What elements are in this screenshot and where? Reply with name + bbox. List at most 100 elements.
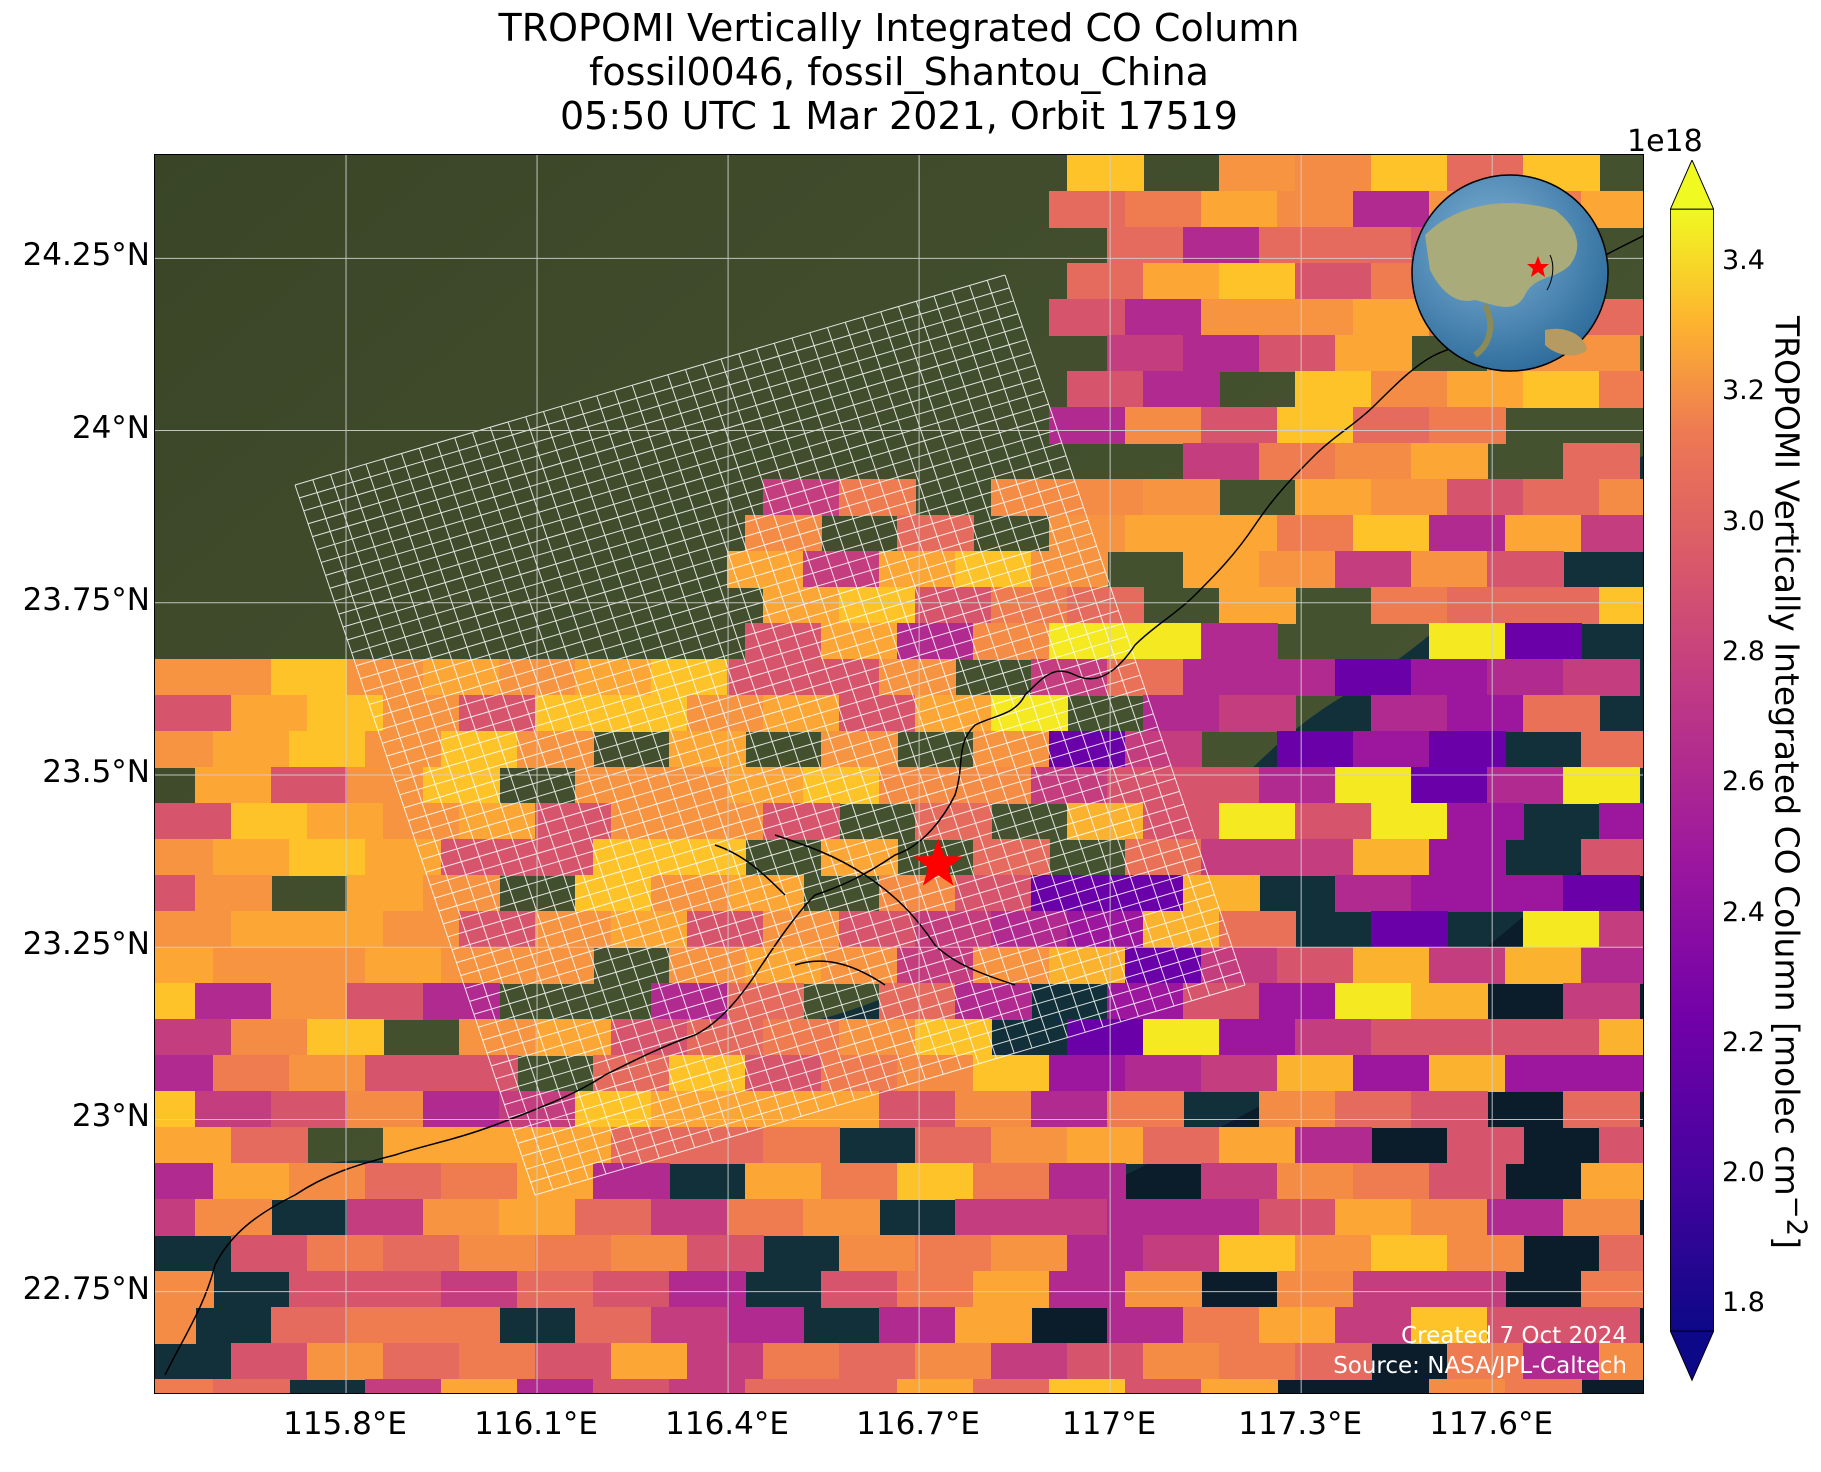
footprint-line [312,326,1023,538]
co-pixel [1353,839,1430,876]
map-panel[interactable]: Created 7 Oct 2024 Source: NASA/JPL-Calt… [154,154,1644,1394]
co-pixel [1353,1055,1430,1092]
co-pixel [459,1235,536,1272]
co-pixel [1581,839,1643,876]
co-pixel [1219,695,1296,732]
co-pixel [1447,803,1524,840]
co-pixel [1277,407,1354,444]
co-pixel [1143,1343,1220,1380]
footprint-line [560,406,802,1117]
co-pixel [763,1343,840,1380]
co-pixel [1219,1343,1296,1380]
co-pixel [1031,767,1108,804]
co-pixel [1447,479,1524,516]
co-pixel [1487,875,1564,912]
co-pixel [1295,1343,1372,1380]
co-pixel [955,1199,1032,1236]
co-pixel [1487,659,1564,696]
lon-tick-label: 117.6°E [1429,1406,1554,1442]
co-pixel [195,1091,272,1128]
footprint-line [436,442,678,1154]
co-pixel [1295,1019,1372,1056]
co-pixel [879,551,956,588]
co-pixel [821,1271,898,1308]
co-pixel [1563,875,1640,912]
footprint-line [377,519,1089,731]
co-pixel [459,1019,536,1056]
co-pixel [1183,983,1260,1020]
co-pixel [1183,551,1260,588]
footprint-line [330,474,571,1185]
co-pixel [155,983,196,1020]
co-pixel [459,1343,536,1380]
co-pixel [1183,659,1260,696]
co-pixel [1277,1055,1354,1092]
co-pixel [289,1163,366,1200]
co-pixel [1411,551,1488,588]
co-pixel [347,983,424,1020]
co-pixel [1411,659,1488,696]
footprint-line [294,484,536,1196]
co-pixel [1523,1019,1600,1056]
co-pixel [1259,983,1336,1020]
co-pixel [1201,407,1278,444]
footprint-line [383,458,625,1169]
co-pixel [1201,623,1278,660]
footprint-line [418,448,660,1159]
co-pixel [1143,1235,1220,1272]
co-pixel [1295,263,1372,300]
co-pixel [1523,587,1600,624]
co-pixel [1371,1019,1448,1056]
footprint-line [596,395,838,1106]
colorbar [1670,160,1714,1382]
co-pixel [155,803,232,840]
co-pixel [1371,155,1448,192]
co-pixel [1335,443,1412,480]
co-pixel [593,1379,670,1393]
co-pixel [383,1343,460,1380]
colorbar-exponent: 1e18 [1627,124,1703,159]
co-pixel [1563,767,1640,804]
co-pixel [1353,407,1430,444]
co-pixel [1429,1163,1506,1200]
co-pixel [1049,1163,1126,1200]
co-pixel [803,1199,880,1236]
co-pixel [763,803,840,840]
co-pixel [1505,1055,1582,1092]
footprint-line [614,390,855,1101]
co-pixel [155,695,232,732]
footprint-line [530,971,1241,1183]
co-pixel [1599,803,1643,840]
co-retrieval-pixels [155,155,1643,1393]
co-pixel [1599,1127,1643,1164]
lat-tick-label: 23.5°N [42,754,150,790]
co-pixel [231,1235,308,1272]
footprint-line [489,427,731,1138]
co-pixel [307,911,384,948]
co-pixel [1563,1307,1640,1344]
footprint-line [951,290,1193,1001]
co-pixel [1599,371,1643,408]
co-pixel [1143,1019,1220,1056]
co-pixel [1429,1055,1506,1092]
footprint-line [507,421,749,1133]
co-pixel [1411,443,1488,480]
co-pixel [1563,443,1640,480]
colorbar-tick-label: 3.4 [1722,245,1765,277]
colorbar-tick-label: 2.6 [1722,766,1765,798]
co-pixel [1201,839,1278,876]
footprint-line [401,453,642,1164]
co-pixel [155,911,232,948]
co-pixel [879,1307,956,1344]
co-pixel [1125,1055,1202,1092]
lat-tick-label: 24.25°N [22,237,150,274]
co-pixel [1125,731,1202,768]
co-pixel [1353,191,1430,228]
map-canvas [155,155,1643,1393]
co-pixel [669,731,746,768]
co-pixel [1487,1307,1564,1344]
co-pixel [1183,335,1260,372]
co-pixel [155,1127,232,1164]
co-pixel [231,1343,308,1380]
colorbar-tick-label: 1.8 [1722,1287,1765,1319]
